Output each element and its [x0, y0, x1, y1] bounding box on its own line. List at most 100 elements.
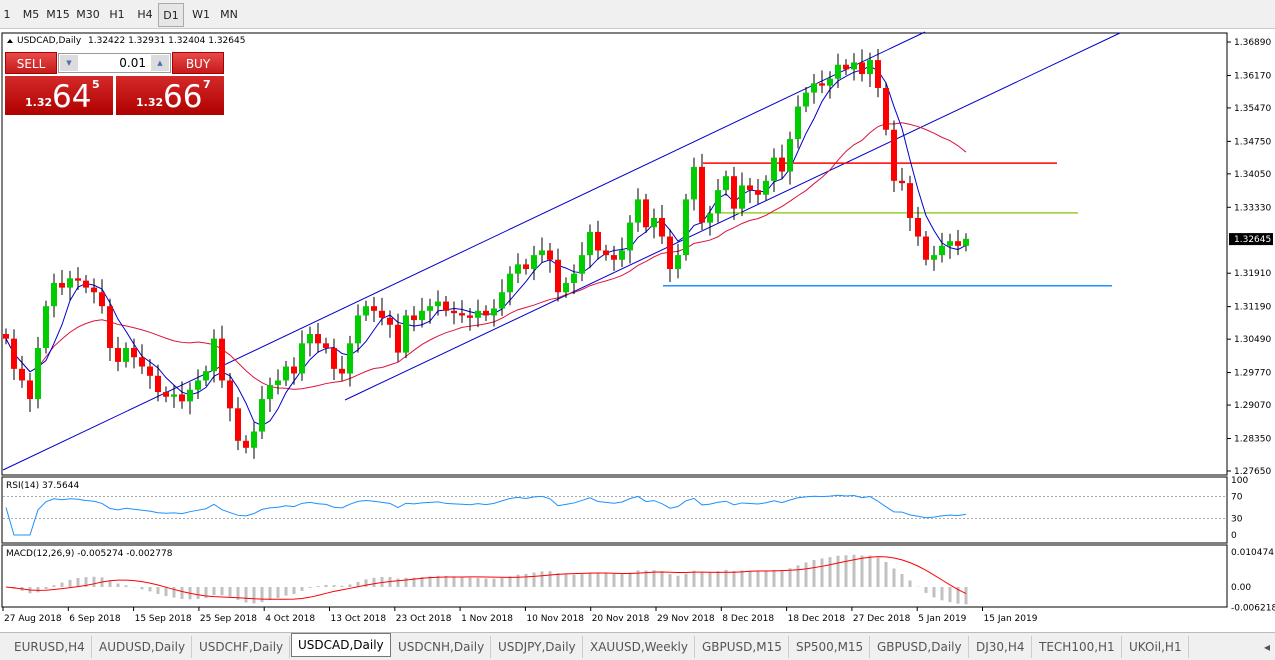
price-chart[interactable]: 1.36890 1.36170 1.35470 1.34750 1.34050 1.333…	[0, 30, 1275, 630]
chart-tab[interactable]: GBPUSD,M15	[696, 636, 789, 658]
macd-histogram-bar	[644, 570, 648, 587]
candle-body	[603, 250, 609, 256]
candle-body	[467, 315, 473, 318]
candle-body	[835, 64, 841, 79]
candle	[795, 95, 801, 149]
timeframe-m5[interactable]: M5	[22, 8, 40, 21]
timeframe-m15[interactable]: M15	[46, 8, 70, 21]
macd-histogram-bar	[940, 587, 944, 601]
macd-histogram-bar	[444, 575, 448, 587]
candle-body	[331, 347, 337, 369]
sell-button[interactable]: SELL	[5, 52, 57, 74]
candle-body	[867, 60, 873, 75]
macd-histogram-bar	[236, 587, 240, 600]
macd-histogram-bar	[372, 577, 376, 587]
macd-histogram-bar	[156, 587, 160, 594]
macd-histogram-bar	[796, 565, 800, 587]
scroll-tabs-icon[interactable]: ◂	[1258, 636, 1275, 658]
macd-histogram-bar	[396, 578, 400, 587]
timeframe-h1[interactable]: H1	[109, 8, 125, 21]
timeframe-w1[interactable]: W1	[192, 8, 210, 21]
candle-body	[955, 241, 961, 246]
candle-body	[75, 278, 81, 281]
candle-body	[659, 217, 665, 237]
candle-body	[723, 176, 729, 191]
bid-pips: 64	[52, 79, 92, 115]
timeframe-mn[interactable]: MN	[220, 8, 238, 21]
candle	[315, 322, 321, 353]
timeframe-1[interactable]: 1	[3, 8, 11, 21]
candle-body	[211, 338, 217, 372]
chart-tab[interactable]: AUDUSD,Daily	[93, 636, 193, 658]
chart-tab[interactable]: DJ30,H4	[970, 636, 1032, 658]
channel-line-upper	[2, 31, 926, 471]
chart-canvas[interactable]: 1.36890 1.36170 1.35470 1.34750 1.34050 1.333…	[0, 30, 1275, 630]
chart-tab[interactable]: USDCAD,Daily	[291, 633, 391, 657]
macd-histogram-bar	[948, 587, 952, 603]
chart-tab[interactable]: USDCHF,Daily	[193, 636, 291, 658]
ask-price-button[interactable]: 1.32 66 7	[116, 76, 224, 115]
chart-tab[interactable]: XAUUSD,Weekly	[584, 636, 695, 658]
candle	[371, 296, 377, 322]
price-label: 1.31910	[1234, 269, 1271, 279]
lot-size-stepper[interactable]: ▼ 0.01 ▲	[58, 53, 171, 73]
decrease-lot-button[interactable]: ▼	[60, 55, 78, 71]
macd-histogram-bar	[876, 557, 880, 587]
chart-tab[interactable]: UKOil,H1	[1123, 636, 1189, 658]
macd-histogram-bar	[748, 570, 752, 587]
candle	[75, 267, 81, 290]
candle	[227, 373, 233, 422]
lot-size-input[interactable]: 0.01	[119, 56, 146, 70]
candle-body	[811, 83, 817, 93]
macd-histogram-bar	[828, 557, 832, 587]
macd-histogram-bar	[524, 573, 528, 587]
macd-histogram-bar	[228, 587, 232, 597]
candle-body	[259, 399, 265, 432]
candle	[731, 166, 737, 220]
rsi-line	[5, 494, 967, 536]
increase-lot-button[interactable]: ▲	[151, 55, 169, 71]
bid-price-button[interactable]: 1.32 64 5	[5, 76, 113, 115]
macd-histogram-bar	[364, 579, 368, 587]
candle	[659, 204, 665, 244]
chart-tab[interactable]: EURUSD,H4	[8, 636, 92, 658]
candle	[691, 157, 697, 211]
macd-histogram-bar	[516, 574, 520, 587]
timeframe-toolbar: 1 M5 M15 M30 H1 H4 D1 W1 MN	[0, 0, 1275, 29]
date-label: 15 Jan 2019	[984, 614, 1038, 624]
candle-body	[491, 308, 497, 316]
candle-body	[587, 231, 593, 256]
candle	[515, 253, 521, 283]
candle-body	[651, 217, 657, 228]
chart-tab[interactable]: SP500,M15	[790, 636, 871, 658]
chart-tab[interactable]: GBPUSD,Daily	[871, 636, 969, 658]
rsi-level-label: 70	[1231, 493, 1243, 503]
macd-histogram-bar	[660, 571, 664, 587]
timeframe-m30[interactable]: M30	[76, 8, 100, 21]
macd-histogram-bar	[260, 587, 264, 603]
chart-tab[interactable]: USDJPY,Daily	[492, 636, 583, 658]
candle-body	[507, 273, 513, 293]
current-price-label: 1.32645	[1234, 235, 1271, 245]
candle	[291, 357, 297, 385]
macd-histogram-bar	[108, 580, 112, 587]
candle	[851, 53, 857, 81]
buy-button[interactable]: BUY	[172, 52, 224, 74]
timeframe-d1[interactable]: D1	[158, 3, 184, 27]
macd-histogram-bar	[492, 578, 496, 587]
macd-histogram-bar	[308, 587, 312, 588]
candle	[467, 308, 473, 331]
candle-body	[411, 315, 417, 321]
candle-body	[163, 392, 169, 397]
timeframe-h4[interactable]: H4	[137, 8, 153, 21]
chart-tab[interactable]: USDCNH,Daily	[392, 636, 492, 658]
chart-tab[interactable]: TECH100,H1	[1033, 636, 1122, 658]
candle	[835, 53, 841, 88]
candle-body	[915, 217, 921, 237]
date-label: 15 Sep 2018	[135, 614, 192, 624]
candle-body	[667, 236, 673, 270]
candle-body	[227, 380, 233, 409]
macd-histogram-bar	[212, 587, 216, 596]
candle-body	[883, 87, 889, 130]
candle	[347, 335, 353, 387]
